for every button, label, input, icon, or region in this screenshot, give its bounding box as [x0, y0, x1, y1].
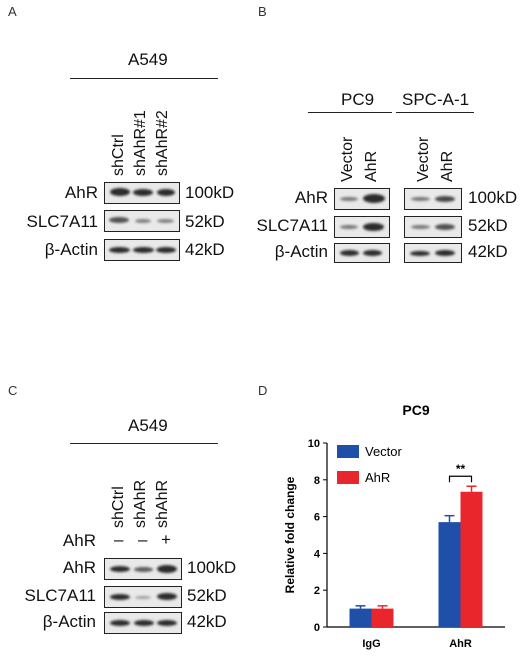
panel-c-lane-3: shAhR — [154, 479, 171, 528]
significance-label: ** — [456, 462, 466, 476]
panel-c-sign-3: + — [161, 530, 171, 549]
panel-c-lane-2: shAhR — [132, 479, 149, 528]
panel-a-lane-1: shCtrl — [110, 134, 127, 176]
legend-label-vector: Vector — [365, 444, 403, 459]
panel-a-kd-slc7a11: 52kD — [185, 212, 225, 231]
panel-a-kd-ahr: 100kD — [185, 183, 235, 202]
panel-a-letter: A — [8, 4, 17, 19]
panel-b-kd-actin: 42kD — [468, 242, 508, 261]
y-axis-label: Relative fold change — [283, 476, 297, 593]
panel-c-underline — [70, 443, 218, 444]
panel-a-lane-3: shAhR#2 — [154, 110, 171, 176]
panel-b-kd-ahr: 100kD — [468, 188, 518, 207]
y-tick-label: 4 — [314, 548, 321, 560]
panel-b-blot-pc9-slc7a11 — [334, 216, 390, 238]
legend-swatch-vector — [337, 445, 359, 458]
panel-c-blot-ahr — [104, 558, 182, 580]
bar-ahr-igg — [371, 608, 394, 627]
y-tick-label: 2 — [314, 585, 320, 597]
panel-b-blot-pc9-actin — [334, 243, 390, 263]
panel-c-row-ahr: AhR — [62, 558, 96, 577]
panel-b-blot-spca1-slc7a11 — [404, 216, 462, 238]
bar-chart: PC9 Relative fold change 0 2 4 6 8 10 IgG AhR ** Ve… — [283, 402, 505, 650]
panel-b-kd-slc7a11: 52kD — [468, 216, 508, 235]
panel-c-row-actin: β-Actin — [42, 612, 96, 631]
panel-a-blot-ahr — [104, 182, 180, 204]
legend-swatch-ahr — [337, 471, 359, 484]
x-tick-label: AhR — [449, 638, 472, 650]
panel-b-lane-4: AhR — [439, 150, 456, 182]
panel-d-letter: D — [258, 383, 268, 398]
panel-a-underline — [70, 78, 218, 79]
panel-b-group-pc9: PC9 — [341, 90, 375, 109]
y-tick-label: 0 — [314, 622, 320, 634]
panel-b-lane-2: AhR — [363, 150, 380, 182]
panel-b-blot-spca1-actin — [404, 243, 462, 263]
panel-b-row-slc7a11: SLC7A11 — [256, 216, 328, 235]
panel-b-group-spca1: SPC-A-1 — [402, 90, 470, 109]
x-tick-label: IgG — [362, 638, 380, 650]
panel-b-blot-pc9-ahr — [334, 188, 390, 210]
panel-a-blot-slc7a11 — [104, 210, 180, 232]
panel-c-kd-ahr: 100kD — [187, 558, 237, 577]
panel-a-lane-2: shAhR#1 — [132, 110, 149, 176]
panel-c-sign-2: – — [138, 530, 148, 549]
bar-vector-ahr — [438, 522, 461, 627]
panel-c-row-slc7a11: SLC7A11 — [24, 586, 96, 605]
panel-c-letter: C — [8, 383, 18, 398]
panel-b-row-actin: β-Actin — [274, 242, 328, 261]
panel-c-blot-actin — [104, 612, 182, 634]
bar-vector-igg — [349, 608, 372, 627]
panel-c-cell-line: A549 — [128, 416, 168, 435]
y-tick-label: 6 — [314, 512, 320, 524]
panel-b-letter: B — [258, 4, 267, 19]
panel-a-blot-actin — [104, 239, 180, 261]
panel-a-row-slc7a11: SLC7A11 — [26, 212, 98, 231]
panel-b-underline-pc9 — [308, 112, 392, 113]
panel-b-underline-spca1 — [396, 112, 474, 113]
panel-b-lane-3: Vector — [415, 136, 432, 182]
panel-a-kd-actin: 42kD — [185, 240, 225, 259]
panel-c-blot-slc7a11 — [104, 586, 182, 608]
panel-b-lane-1: Vector — [339, 136, 356, 182]
panel-a-row-ahr: AhR — [64, 183, 98, 202]
panel-a-cell-line: A549 — [128, 50, 168, 69]
panel-a-row-actin: β-Actin — [44, 240, 98, 259]
panel-c-treatment-label: AhR — [62, 531, 96, 550]
significance-bracket — [448, 475, 473, 483]
y-tick-label: 8 — [314, 475, 320, 487]
panel-c-kd-actin: 42kD — [187, 612, 227, 631]
panel-b-blot-spca1-ahr — [404, 188, 462, 210]
panel-c-sign-1: – — [114, 530, 124, 549]
panel-c-kd-slc7a11: 52kD — [187, 586, 227, 605]
panel-b-row-ahr: AhR — [294, 188, 328, 207]
legend-label-ahr: AhR — [365, 470, 390, 485]
chart-title: PC9 — [402, 402, 429, 418]
bar-ahr-ahr — [460, 491, 483, 627]
y-tick-label: 10 — [308, 438, 320, 450]
panel-c-lane-1: shCtrl — [110, 486, 127, 528]
